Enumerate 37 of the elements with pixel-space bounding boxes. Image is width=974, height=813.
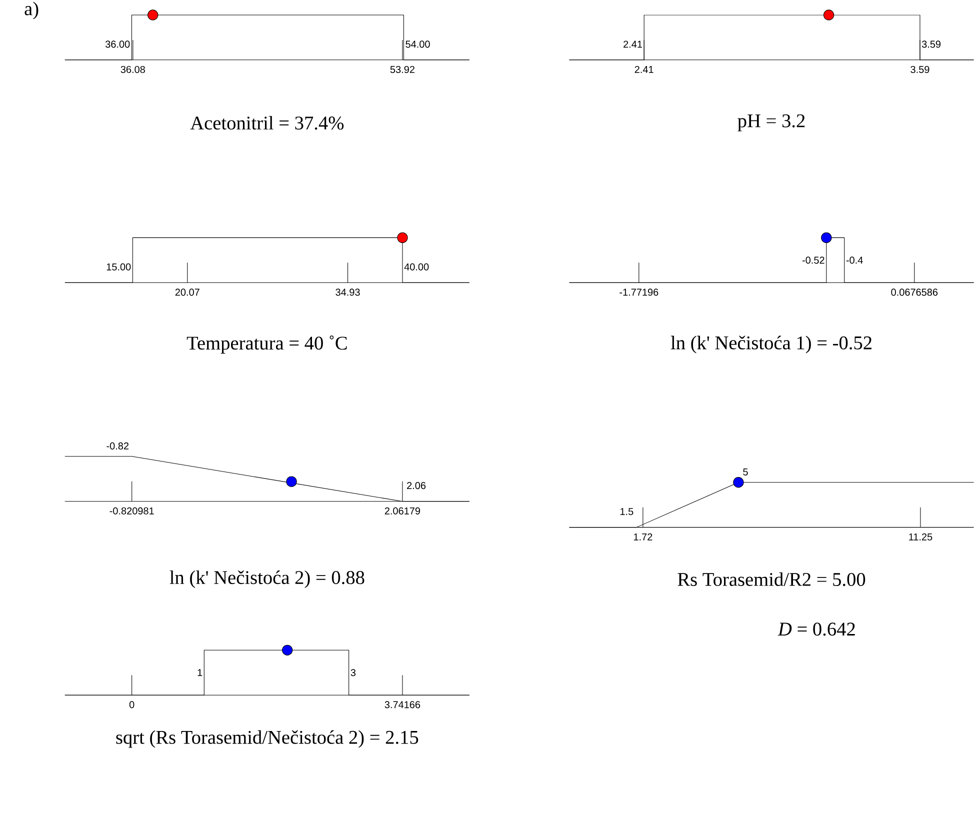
text: D = 0.642 <box>778 622 855 636</box>
x-axis-title: Temperatura = 40 ˚C <box>186 336 347 354</box>
x-tick-label: 3.59 <box>910 66 930 74</box>
x-axis-title: Acetonitril = 37.4% <box>190 116 344 130</box>
x-tick-label: 3.74166 <box>384 701 420 708</box>
annotation: 40.00 <box>404 263 429 270</box>
x-tick-label: 36.08 <box>120 66 145 74</box>
annotation: 54.00 <box>406 40 430 48</box>
annotation: 2.41 <box>624 40 642 48</box>
annotation: 15.00 <box>106 263 131 270</box>
annotation: 36.00 <box>105 40 130 48</box>
x-tick-label: -1.77196 <box>620 288 658 296</box>
annotation: 5 <box>743 468 748 476</box>
annotation: 1.5 <box>620 508 634 516</box>
annotation: 2.06 <box>407 482 426 490</box>
x-tick-label: 2.41 <box>634 66 654 73</box>
x-tick-label: -0.820981 <box>110 507 154 514</box>
x-axis-title: ln (k' Nečistoća 2) = 0.88 <box>170 570 364 588</box>
x-tick-label: 53.92 <box>390 66 414 74</box>
x-axis-title: Rs Torasemid/R2 = 5.00 <box>678 572 866 586</box>
annotation: -0.82 <box>106 442 129 450</box>
text: a) <box>24 2 38 20</box>
x-axis-title: sqrt (Rs Torasemid/Nečistoća 2) = 2.15 <box>116 730 418 748</box>
annotation: 1 <box>198 669 202 676</box>
annotation: 3.59 <box>922 40 941 48</box>
x-tick-label: 2.06179 <box>384 507 420 514</box>
x-tick-label: 34.93 <box>336 288 360 296</box>
x-axis-title: pH = 3.2 <box>738 114 805 132</box>
x-axis-title: ln (k' Nečistoća 1) = -0.52 <box>670 336 872 354</box>
annotation: -0.4 <box>846 256 863 264</box>
x-tick-label: 0.0676586 <box>891 288 938 296</box>
x-tick-label: 1.72 <box>634 533 652 540</box>
x-tick-label: 11.25 <box>909 533 932 540</box>
annotation: -0.52 <box>802 256 824 264</box>
annotation: 3 <box>350 669 356 676</box>
x-tick-label: 0 <box>129 701 134 708</box>
x-tick-label: 20.07 <box>175 288 200 296</box>
